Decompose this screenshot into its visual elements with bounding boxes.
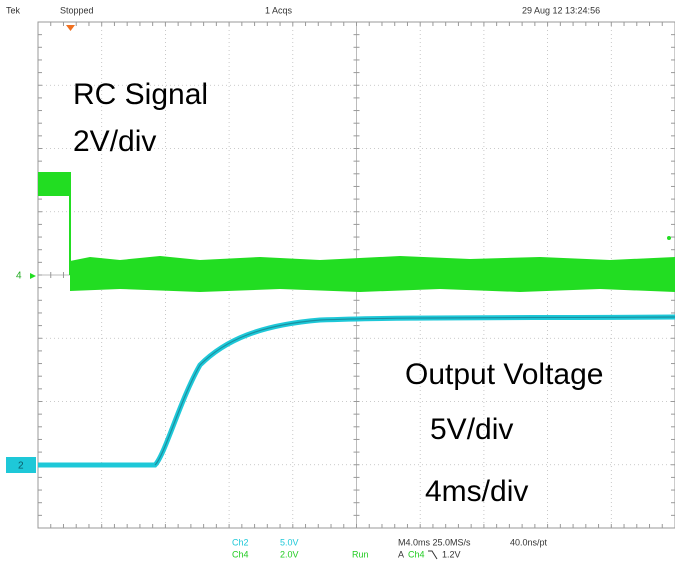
resolution: 40.0ns/pt — [510, 537, 548, 547]
ch2-marker: 2 — [18, 461, 24, 472]
trigger-position-marker — [66, 25, 75, 31]
trigger-source: Ch4 — [408, 549, 425, 559]
rc-signal-label: RC Signal — [73, 78, 208, 111]
ch2-marker-box — [6, 457, 36, 473]
time-scale-label: 4ms/div — [425, 475, 528, 508]
rc-scale-label: 2V/div — [73, 125, 156, 158]
ch4-high-band — [38, 172, 71, 196]
output-scale-label: 5V/div — [430, 413, 513, 446]
ch4-trigger-level — [667, 236, 671, 240]
brand: Tek — [6, 5, 21, 15]
ch4-name: Ch4 — [232, 549, 249, 559]
ch4-scale: 2.0V — [280, 549, 299, 559]
ch4-noise — [70, 256, 675, 292]
trigger-level: 1.2V — [442, 549, 461, 559]
trigger-prefix: A — [398, 549, 404, 559]
ch4-marker-arrow — [30, 273, 36, 279]
ch2-trace-core — [154, 316, 675, 466]
acquisitions: 1 Acqs — [265, 5, 293, 15]
graticule-border — [37, 21, 675, 529]
ch2-scale: 5.0V — [280, 537, 299, 547]
output-label: Output Voltage — [405, 358, 604, 391]
status: Stopped — [60, 5, 94, 15]
timebase: M4.0ms 25.0MS/s — [398, 537, 471, 547]
ch2-name: Ch2 — [232, 537, 249, 547]
trigger-slope-icon — [428, 550, 438, 560]
ch4-marker: 4 — [16, 271, 22, 282]
run-indicator: Run — [352, 549, 369, 559]
timestamp: 29 Aug 12 13:24:56 — [522, 5, 600, 15]
